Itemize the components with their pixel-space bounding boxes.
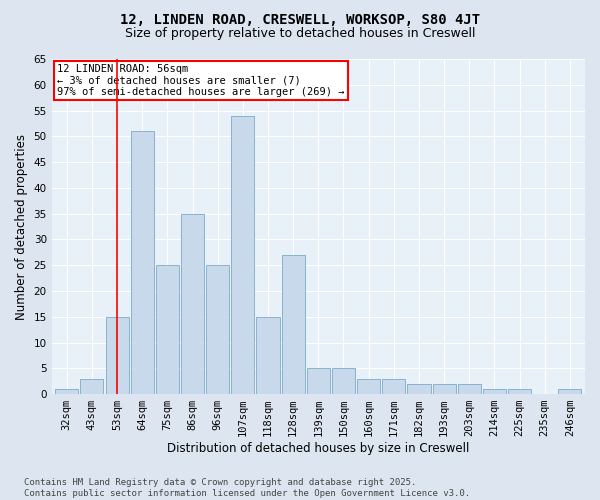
Bar	[559, 389, 581, 394]
Bar	[307, 368, 330, 394]
Bar	[508, 389, 531, 394]
Text: Size of property relative to detached houses in Creswell: Size of property relative to detached ho…	[125, 28, 475, 40]
Bar	[483, 389, 506, 394]
Bar	[231, 116, 254, 394]
Y-axis label: Number of detached properties: Number of detached properties	[15, 134, 28, 320]
Bar	[181, 214, 204, 394]
Bar	[357, 378, 380, 394]
Bar	[55, 389, 79, 394]
Bar	[458, 384, 481, 394]
Text: 12 LINDEN ROAD: 56sqm
← 3% of detached houses are smaller (7)
97% of semi-detach: 12 LINDEN ROAD: 56sqm ← 3% of detached h…	[57, 64, 344, 97]
X-axis label: Distribution of detached houses by size in Creswell: Distribution of detached houses by size …	[167, 442, 470, 455]
Text: Contains HM Land Registry data © Crown copyright and database right 2025.
Contai: Contains HM Land Registry data © Crown c…	[24, 478, 470, 498]
Bar	[80, 378, 103, 394]
Bar	[131, 131, 154, 394]
Bar	[206, 265, 229, 394]
Bar	[332, 368, 355, 394]
Bar	[407, 384, 431, 394]
Bar	[156, 265, 179, 394]
Text: 12, LINDEN ROAD, CRESWELL, WORKSOP, S80 4JT: 12, LINDEN ROAD, CRESWELL, WORKSOP, S80 …	[120, 12, 480, 26]
Bar	[382, 378, 406, 394]
Bar	[433, 384, 455, 394]
Bar	[281, 255, 305, 394]
Bar	[256, 317, 280, 394]
Bar	[106, 317, 128, 394]
